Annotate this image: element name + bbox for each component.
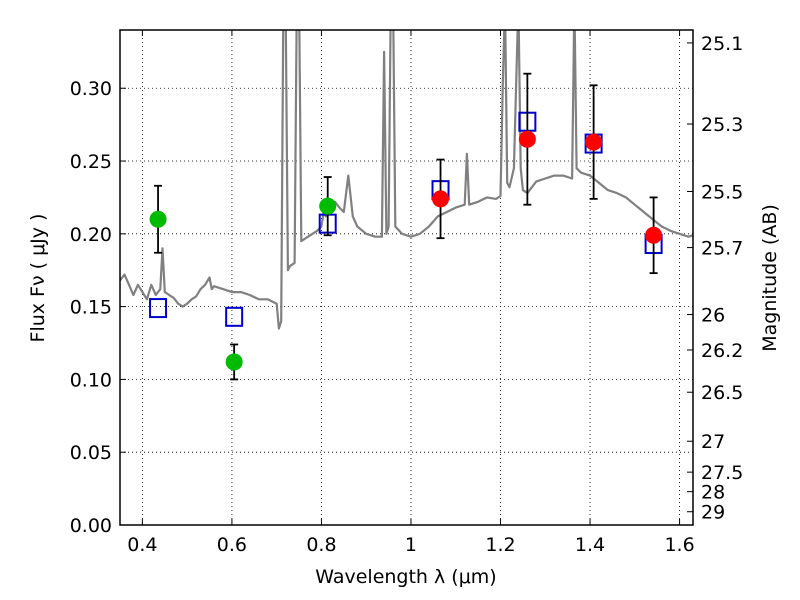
y-tick-label: 0.00 bbox=[70, 515, 112, 537]
y-tick-label: 0.10 bbox=[70, 369, 112, 391]
y2-tick-label: 27.5 bbox=[701, 462, 743, 484]
y2-tick-label: 25.5 bbox=[701, 181, 743, 203]
observed-flux-point bbox=[585, 133, 603, 151]
observed-flux-point bbox=[645, 226, 663, 244]
x-tick-label: 0.8 bbox=[306, 534, 336, 556]
x-tick-label: 1.6 bbox=[664, 534, 694, 556]
x-axis-title: Wavelength λ (μm) bbox=[315, 566, 496, 588]
tick-labels: 0.4 0.6 0.8 1 1.2 1.4 1.6 0.00 0.05 0.10 0.15 0.20 0… bbox=[70, 33, 744, 556]
plot-area bbox=[120, 30, 693, 381]
y2-tick-label: 27 bbox=[701, 431, 725, 453]
model-photometry-square bbox=[149, 298, 168, 319]
observed-flux-point bbox=[149, 210, 167, 228]
y2-tick-label: 29 bbox=[701, 502, 725, 524]
axis-ticks bbox=[120, 30, 693, 526]
x-tick-label: 0.4 bbox=[127, 534, 157, 556]
y-tick-label: 0.15 bbox=[70, 297, 112, 319]
y-tick-label: 0.30 bbox=[70, 78, 112, 100]
y2-tick-label: 25.1 bbox=[701, 33, 743, 55]
model-photometry-square bbox=[225, 306, 244, 327]
y2-tick-label: 26 bbox=[701, 305, 725, 327]
spectrum-line bbox=[120, 30, 693, 330]
observed-flux-point bbox=[319, 197, 337, 215]
y-tick-label: 0.20 bbox=[70, 224, 112, 246]
grid-lines bbox=[120, 30, 693, 526]
y2-tick-label: 26.5 bbox=[701, 382, 743, 404]
x-tick-label: 0.6 bbox=[217, 534, 247, 556]
y-tick-label: 0.25 bbox=[70, 151, 112, 173]
y2-tick-label: 28 bbox=[701, 482, 725, 504]
x-tick-label: 1.2 bbox=[485, 534, 515, 556]
x-tick-label: 1 bbox=[405, 534, 417, 556]
y-tick-label: 0.05 bbox=[70, 442, 112, 464]
observed-flux-point bbox=[518, 130, 536, 148]
y2-tick-label: 25.3 bbox=[701, 114, 743, 136]
y2-axis-title: Magnitude (AB) bbox=[759, 204, 781, 352]
plot-frame bbox=[119, 29, 694, 526]
y2-tick-label: 26.2 bbox=[701, 340, 743, 362]
y2-tick-label: 25.7 bbox=[701, 238, 743, 260]
observed-flux-point bbox=[432, 190, 450, 208]
x-tick-label: 1.4 bbox=[575, 534, 605, 556]
observed-flux-point bbox=[225, 353, 243, 371]
y-axis-title: Flux Fν ( μJy ) bbox=[27, 214, 49, 343]
